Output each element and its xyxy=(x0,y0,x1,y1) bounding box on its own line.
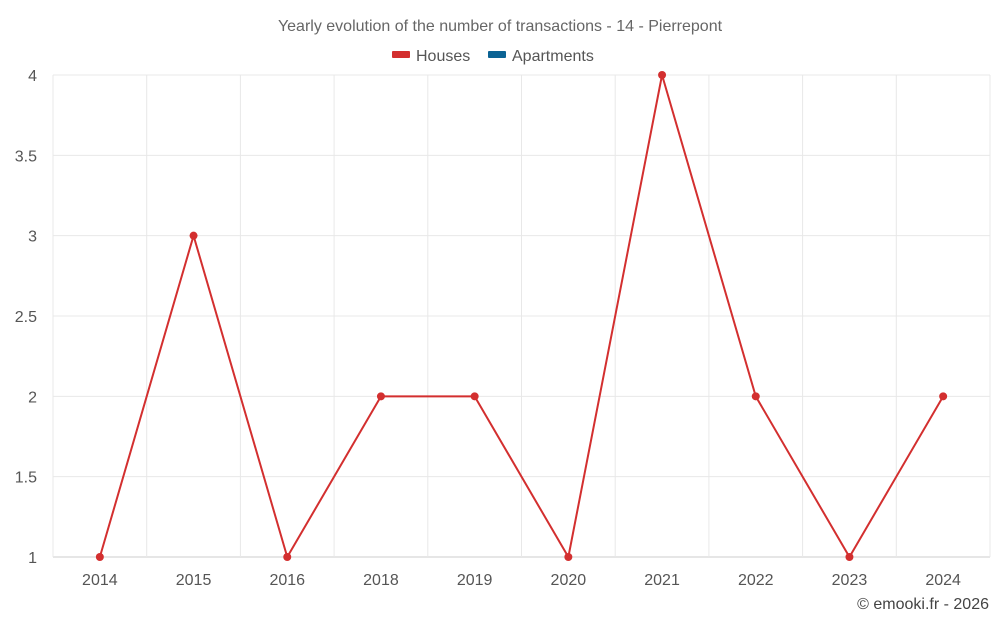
data-point[interactable] xyxy=(95,553,104,561)
legend-swatch-apartments xyxy=(488,51,506,58)
x-axis-ticks: 2014 2015 2016 2018 2019 2020 2021 2022 2023 2024 xyxy=(82,572,961,589)
y-tick-label: 3.5 xyxy=(15,148,37,165)
legend-label-apartments: Apartments xyxy=(512,48,594,65)
y-tick-label: 2.5 xyxy=(15,309,37,326)
x-tick-label: 2024 xyxy=(925,572,961,589)
legend-label-houses: Houses xyxy=(416,48,470,65)
x-tick-label: 2022 xyxy=(738,572,774,589)
y-axis-ticks: 1 1.5 2 2.5 3 3.5 4 xyxy=(15,68,37,567)
data-point[interactable] xyxy=(283,553,292,561)
y-tick-label: 1.5 xyxy=(15,470,37,487)
x-tick-label: 2019 xyxy=(457,572,493,589)
legend: Houses Apartments xyxy=(392,48,594,65)
data-point[interactable] xyxy=(751,392,760,401)
x-tick-label: 2021 xyxy=(644,572,680,589)
data-point[interactable] xyxy=(845,553,854,561)
y-tick-label: 1 xyxy=(28,550,37,567)
data-point[interactable] xyxy=(564,553,573,561)
y-tick-label: 3 xyxy=(28,229,37,246)
series-houses xyxy=(95,71,948,561)
x-tick-label: 2018 xyxy=(363,572,399,589)
series-line xyxy=(98,74,945,558)
y-tick-label: 2 xyxy=(28,389,37,406)
data-point[interactable] xyxy=(939,392,948,401)
data-point[interactable] xyxy=(376,392,385,401)
x-tick-label: 2014 xyxy=(82,572,118,589)
credit-text: © emooki.fr - 2026 xyxy=(857,596,989,613)
data-point[interactable] xyxy=(189,231,198,240)
grid xyxy=(52,74,991,558)
data-point[interactable] xyxy=(470,392,479,401)
data-point[interactable] xyxy=(658,71,667,79)
chart-title: Yearly evolution of the number of transa… xyxy=(278,18,723,35)
legend-item-houses[interactable]: Houses xyxy=(392,48,470,65)
x-tick-label: 2023 xyxy=(832,572,868,589)
y-tick-label: 4 xyxy=(28,68,37,85)
legend-item-apartments[interactable]: Apartments xyxy=(488,48,594,65)
legend-swatch-houses xyxy=(392,51,410,58)
x-tick-label: 2015 xyxy=(176,572,212,589)
x-tick-label: 2020 xyxy=(551,572,587,589)
x-tick-label: 2016 xyxy=(269,572,305,589)
